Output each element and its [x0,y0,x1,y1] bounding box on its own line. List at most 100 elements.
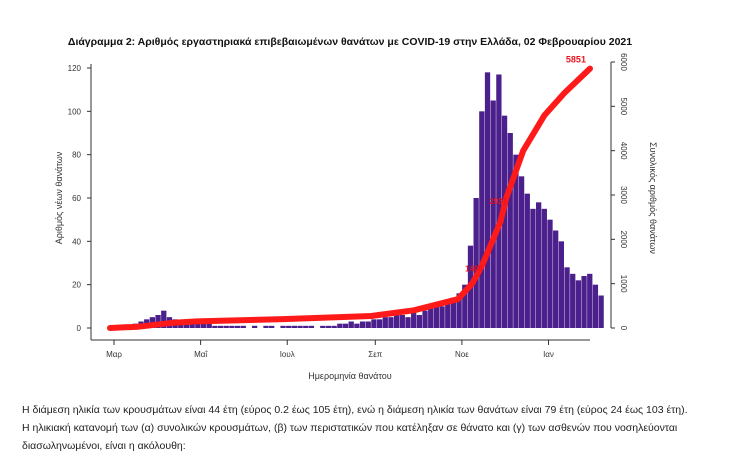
bar [359,321,366,328]
bar [371,319,377,328]
bar [183,323,190,328]
bar [320,325,326,328]
bar [450,297,457,328]
bar [428,308,434,328]
bar [212,325,218,328]
y-tick-label: 80 [72,151,81,160]
bar [405,317,411,328]
paragraph-age-distribution: Η ηλικιακή κατανομή των (α) συνολικών κρ… [22,422,678,434]
bar [331,325,337,328]
y-tick-label: 60 [72,194,81,203]
y-tick-label: 20 [72,281,81,290]
x-tick-label: Μαΐ [194,350,208,359]
bar [439,306,445,328]
bar [553,230,559,328]
bar [581,276,587,328]
bar [564,267,570,328]
y-tick-label: 0 [77,324,82,333]
bar [280,325,286,328]
bar [570,273,576,328]
bar [462,284,468,328]
bar [592,284,599,328]
bar [490,100,496,328]
bar [518,176,525,328]
x-axis-label: Ημερομηνία θανάτου [308,371,392,381]
bar [422,310,428,328]
bar [240,325,246,328]
paragraph-median-age: Η διάμεση ηλικία των κρουσμάτων είναι 44… [22,404,688,416]
bar [388,317,394,328]
y2-tick-label: 4000 [619,142,628,160]
bar [234,325,241,328]
bar [394,315,400,328]
bar [354,323,360,328]
y-tick-label: 120 [68,64,82,73]
bar [484,72,491,328]
y2-tick-label: 5000 [619,97,628,115]
chart-title: Διάγραμμα 2: Αριθμός εργαστηριακά επιβεβ… [68,36,632,48]
bar [325,325,332,328]
bar [501,115,508,329]
bar [189,321,195,328]
x-tick-label: Νοε [455,350,469,359]
bar [496,74,502,328]
y2-tick-label: 6000 [619,53,628,71]
y2-tick-label: 2000 [619,230,628,248]
paragraph-age-distribution-cont: διασωληνωμένοι, είναι η ακόλουθη: [22,440,186,452]
y-tick-label: 40 [72,237,81,246]
y-tick-label: 100 [68,107,82,116]
bar [445,302,451,328]
bar [411,312,417,328]
x-tick-label: Ιουλ [280,350,295,359]
bar [303,325,309,328]
bar [399,315,405,328]
bar [291,325,298,328]
y-axis-label: Αριθμός νέων θανάτων [54,151,64,244]
bar [365,321,371,328]
bar [269,325,275,328]
bar [286,325,292,328]
bar [348,321,354,328]
bar [433,306,440,328]
bar [416,315,422,328]
bar [337,323,343,328]
bar [206,323,212,328]
bar [575,280,582,328]
deaths-chart: Διάγραμμα 2: Αριθμός εργαστηριακά επιβεβ… [54,36,658,381]
y2-axis-label: Συνολικός αριθμός θανάτων [648,142,658,254]
bar [376,319,383,328]
bar [382,317,388,328]
bar [161,310,167,328]
bar [229,325,235,328]
bar [507,133,513,328]
cumulative-annotation: 1406 [465,265,483,274]
bar [530,208,536,328]
bar [513,154,519,328]
bar [524,193,530,328]
bar [217,325,224,328]
bar [536,202,542,328]
bar [308,325,315,328]
bar [263,325,269,328]
cumulative-annotation: 2931 [489,197,507,206]
y2-tick-label: 1000 [619,275,628,293]
y2-tick-label: 3000 [619,186,628,204]
x-tick-label: Ιαν [543,350,554,359]
bar [598,295,604,328]
bar [456,293,462,328]
bar [587,273,593,328]
bar [473,198,479,328]
bar [342,323,349,328]
y2-tick-label: 0 [619,326,628,331]
cumulative-annotation: 5851 [566,55,586,65]
cumulative-deaths-line [107,65,593,331]
bar [541,208,547,328]
bar [547,219,553,328]
x-tick-label: Σεπ [368,350,383,359]
bar [297,325,303,328]
bar [223,325,229,328]
bar [200,321,207,328]
x-tick-label: Μαρ [106,350,122,359]
bar [558,241,564,328]
bar [479,111,485,328]
